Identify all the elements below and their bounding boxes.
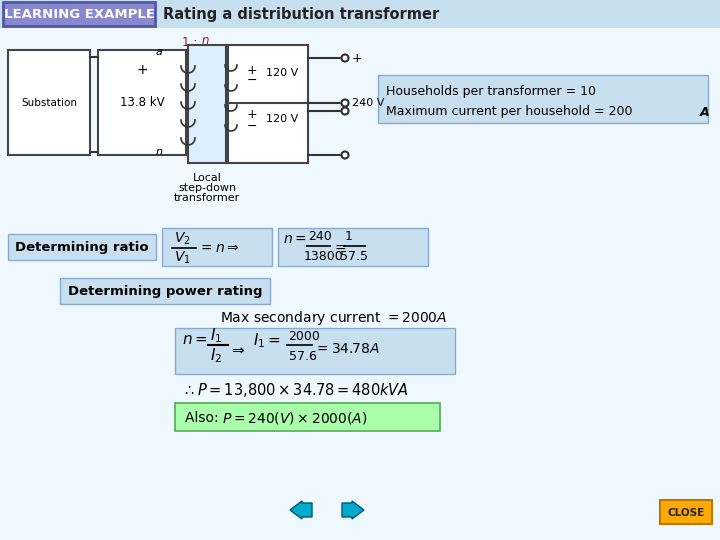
Text: 2000: 2000: [288, 329, 320, 342]
Bar: [3, 2, 155, 26]
Bar: [278, 228, 428, 266]
Circle shape: [341, 107, 348, 114]
Bar: [175, 403, 440, 431]
Text: A: A: [700, 105, 710, 118]
Bar: [378, 75, 708, 123]
Text: Rating a distribution transformer: Rating a distribution transformer: [163, 6, 439, 22]
Text: $= 34.78A$: $= 34.78A$: [314, 342, 380, 356]
Text: $n =$: $n =$: [182, 333, 208, 348]
Text: Substation: Substation: [21, 98, 77, 108]
Text: LEARNING EXAMPLE: LEARNING EXAMPLE: [4, 8, 155, 21]
Text: +: +: [247, 109, 257, 122]
Text: Maximum current per household = 200: Maximum current per household = 200: [386, 105, 632, 118]
Text: $=$: $=$: [332, 240, 347, 254]
Text: Max secondary current $= 2000A$: Max secondary current $= 2000A$: [220, 309, 447, 327]
Bar: [188, 45, 226, 163]
Circle shape: [341, 55, 348, 62]
FancyArrow shape: [290, 501, 312, 519]
Text: 13800: 13800: [304, 251, 343, 264]
Bar: [162, 228, 272, 266]
Bar: [98, 50, 186, 155]
Bar: [8, 50, 90, 155]
Text: $P = 240(V)\times 2000(A)$: $P = 240(V)\times 2000(A)$: [222, 410, 368, 426]
Text: 57.5: 57.5: [340, 251, 368, 264]
Bar: [228, 45, 308, 163]
Text: +: +: [247, 64, 257, 77]
Bar: [60, 278, 270, 304]
Circle shape: [341, 107, 348, 114]
Text: Local: Local: [192, 173, 222, 183]
Text: Determining ratio: Determining ratio: [15, 241, 149, 254]
Bar: [0, 0, 720, 28]
FancyArrow shape: [342, 501, 364, 519]
Text: $V_1$: $V_1$: [174, 250, 191, 266]
Circle shape: [341, 152, 348, 159]
Text: $I_1 =$: $I_1 =$: [253, 332, 281, 350]
Text: −: −: [247, 73, 257, 86]
Bar: [0, 28, 375, 228]
Text: 120 V: 120 V: [266, 114, 298, 124]
Text: $I_1$: $I_1$: [210, 327, 222, 346]
Text: step-down: step-down: [178, 183, 236, 193]
Circle shape: [341, 55, 348, 62]
Circle shape: [341, 152, 348, 159]
Text: $\therefore P = 13{,}800\times34.78 = 480kVA$: $\therefore P = 13{,}800\times34.78 = 48…: [182, 381, 409, 399]
Text: transformer: transformer: [174, 193, 240, 203]
Text: 13.8 kV: 13.8 kV: [120, 96, 164, 109]
Text: 240 V: 240 V: [352, 98, 384, 108]
Text: Determining power rating: Determining power rating: [68, 286, 262, 299]
Text: n: n: [156, 147, 163, 157]
Text: n: n: [202, 35, 210, 48]
Text: 120 V: 120 V: [266, 68, 298, 78]
Text: Also:: Also:: [185, 411, 223, 425]
Circle shape: [341, 99, 348, 106]
Text: CLOSE: CLOSE: [667, 508, 705, 518]
Text: $n =$: $n =$: [283, 232, 307, 246]
Text: 1 :: 1 :: [182, 36, 201, 49]
Text: +: +: [352, 51, 363, 64]
Text: 57.6: 57.6: [289, 349, 317, 362]
Text: 1: 1: [345, 231, 353, 244]
Text: $I_2$: $I_2$: [210, 347, 222, 366]
Circle shape: [341, 99, 348, 106]
Bar: [175, 328, 455, 374]
Text: +: +: [136, 63, 148, 77]
Text: $\Rightarrow$: $\Rightarrow$: [229, 341, 246, 356]
Bar: [660, 500, 712, 524]
Text: 240: 240: [308, 231, 332, 244]
Text: −: −: [247, 119, 257, 132]
Bar: [8, 234, 156, 260]
Text: Households per transformer = 10: Households per transformer = 10: [386, 85, 596, 98]
Text: $V_2$: $V_2$: [174, 231, 191, 247]
Text: $= n \Rightarrow$: $= n \Rightarrow$: [198, 241, 240, 255]
Text: a: a: [156, 47, 163, 57]
